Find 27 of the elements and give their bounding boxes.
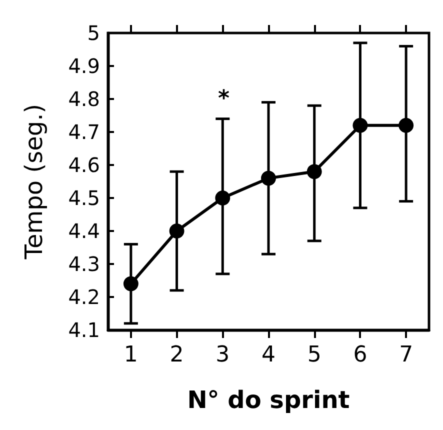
- y-tick-label: 4.1: [68, 318, 100, 342]
- point: [398, 118, 414, 133]
- y-tick-label: 4.4: [68, 219, 100, 243]
- x-tick-label: 4: [262, 342, 276, 368]
- annotation: *: [218, 86, 230, 112]
- point: [215, 190, 230, 206]
- point: [123, 276, 138, 292]
- y-tick-label: 4.3: [68, 252, 100, 276]
- point: [261, 170, 276, 186]
- x-tick-label: 7: [399, 342, 414, 368]
- y-tick-label: 4.7: [68, 120, 100, 144]
- x-tick-label: 1: [124, 342, 138, 368]
- x-tick-label: 2: [170, 342, 184, 368]
- y-tick-label: 5: [87, 21, 100, 45]
- y-axis-title: Tempo (seg.): [20, 104, 48, 260]
- x-tick-label: 6: [353, 342, 368, 368]
- point: [169, 224, 184, 238]
- y-tick-label: 4.8: [68, 87, 100, 111]
- y-tick-label: 4.6: [68, 153, 100, 177]
- x-tick-label: 3: [216, 342, 230, 368]
- y-tick-label: 4.5: [68, 186, 100, 210]
- y-tick-label: 4.9: [68, 54, 100, 78]
- y-tick-label: 4.2: [68, 285, 100, 309]
- point: [306, 164, 322, 180]
- x-tick-label: 5: [307, 342, 322, 368]
- point: [352, 118, 368, 133]
- x-axis-title: N° do sprint: [187, 386, 350, 414]
